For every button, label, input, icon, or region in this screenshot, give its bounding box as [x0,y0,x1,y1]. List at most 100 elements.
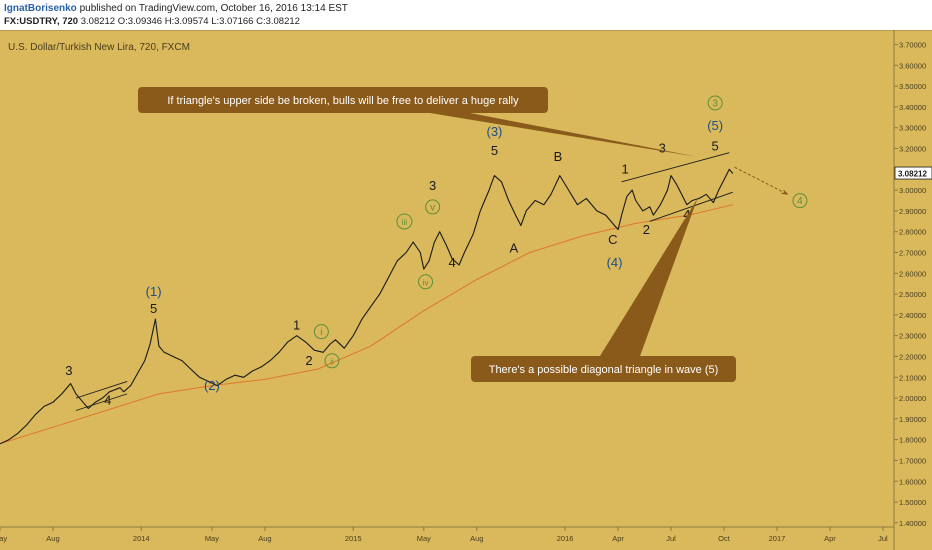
time-tick-label: Aug [46,534,59,543]
time-tick-label: Jul [878,534,888,543]
price-tick-label: 2.60000 [899,269,926,278]
price-tick-label: 3.60000 [899,61,926,70]
wave-label: 5 [712,139,719,154]
price-tick-label: 2.80000 [899,228,926,237]
price-tick-label: 2.20000 [899,352,926,361]
price-tick-label: 1.60000 [899,477,926,486]
author-name[interactable]: IgnatBorisenko [4,3,77,14]
price-tick-label: 3.50000 [899,82,926,91]
price-tick-label: 2.70000 [899,249,926,258]
wave-label: v [430,202,435,213]
wave-labels: 34(1)5(2)1i2 iiiii3viv4(3)5ABC(4)12343(5)… [65,95,808,407]
time-tick-label: Aug [470,534,483,543]
time-tick-label: Jul [666,534,676,543]
wave-label: 3 [712,98,718,109]
time-tick-label: 2014 [133,534,150,543]
price-tick-label: 2.50000 [899,290,926,299]
wave-label: iv [423,278,429,287]
wave-label: 5 [150,301,157,316]
price-tick-label: 1.80000 [899,436,926,445]
price-tick-label: 2.30000 [899,332,926,341]
price-tick-label: 3.40000 [899,103,926,112]
wave-label-circle [324,353,340,369]
wave-label-circle [396,213,413,230]
price-tick-label: 3.20000 [899,145,926,154]
callout-pointer [600,198,698,356]
wave-label: 4 [448,255,455,270]
wave-label: iii [402,218,408,227]
time-scale: May Aug 2014 May Aug 2015 May Aug 2016 Apr Jul Oct 2… [0,527,888,543]
wave-label: (2) [204,378,220,393]
wave-label: ii [330,357,334,366]
wave-label: 4 [683,207,690,222]
wave-label: 3 [429,178,436,193]
wave-label: (4) [607,255,623,270]
wave-label-circle [418,274,434,290]
price-tick-label: 3.70000 [899,41,926,50]
price-tick-label: 2.00000 [899,394,926,403]
time-tick-label: May [0,534,7,543]
wave-label: 1 [622,161,629,176]
wave-label: 5 [491,143,498,158]
price-line [0,168,734,445]
price-tick-label: 1.40000 [899,519,926,528]
wave-label: A [510,241,519,256]
price-tick-label: 1.70000 [899,456,926,465]
wave-label: 3 [65,363,72,378]
callout-box [138,87,548,113]
chart-title: U.S. Dollar/Turkish New Lira, 720, FXCM [8,42,190,53]
time-tick-label: Oct [718,534,731,543]
diagonal-lower-line [649,191,733,222]
header-bar: IgnatBorisenko published on TradingView.… [0,0,932,30]
price-tick-label: 1.50000 [899,498,926,507]
callout-text: There's a possible diagonal triangle in … [489,364,719,376]
wave-label: (5) [707,118,723,133]
wave-label: 4 [104,392,111,407]
time-tick-label: Aug [258,534,271,543]
wave-label: 2 [643,222,650,237]
wave-label-circle [707,95,723,111]
callout-pointer [430,113,698,157]
wave1-triangle-bottom [75,393,128,411]
wave1-triangle-top [75,381,128,399]
wave-label-circle [313,324,329,340]
price-tick-label: 2.40000 [899,311,926,320]
wave-label-circle [425,199,441,215]
price-chart[interactable]: U.S. Dollar/Turkish New Lira, 720, FXCM … [0,30,932,550]
price-scale: 3.70000 3.60000 3.50000 3.40000 3.30000 3.200… [894,41,932,528]
price-tick-label: 2.90000 [899,207,926,216]
symbol-label: FX:USDTRY, 720 [4,16,79,27]
ohlc-values: 3.08212 O:3.09346 H:3.09574 L:3.07166 C:… [78,16,300,27]
ohlc-line: FX:USDTRY, 720 3.08212 O:3.09346 H:3.095… [4,16,300,27]
annotations: If triangle's upper side be broken, bull… [138,87,736,382]
price-tick-label: 1.90000 [899,415,926,424]
publish-line: IgnatBorisenko published on TradingView.… [4,3,348,14]
drawing-layer [75,152,788,411]
price-tick-label: 3.30000 [899,124,926,133]
wave-label: (3) [486,124,502,139]
time-tick-label: Apr [824,534,836,543]
time-tick-label: Apr [612,534,624,543]
wave-label: C [608,232,617,247]
wave-label: 1 [293,317,300,332]
time-tick-label: May [417,534,431,543]
time-tick-label: 2016 [557,534,574,543]
price-tick-label: 3.00000 [899,186,926,195]
wave-label: (1) [146,284,162,299]
projection-arrowhead [781,189,788,195]
wave-label-circle [792,193,808,209]
wave-label: 4 [797,196,803,207]
wave-label: i [320,327,322,338]
last-price-badge [894,166,932,180]
diagonal-upper-line [621,152,730,183]
callout-box [471,356,736,382]
wave-label: B [554,149,563,164]
time-tick-label: 2015 [345,534,362,543]
time-tick-label: May [205,534,219,543]
wave-label: 3 [659,141,666,156]
price-tick-label: 2.10000 [899,373,926,382]
time-tick-label: 2017 [769,534,786,543]
price-layer [0,168,734,445]
publish-info: published on TradingView.com, October 16… [79,3,348,14]
last-price-label: 3.08212 [898,170,927,179]
